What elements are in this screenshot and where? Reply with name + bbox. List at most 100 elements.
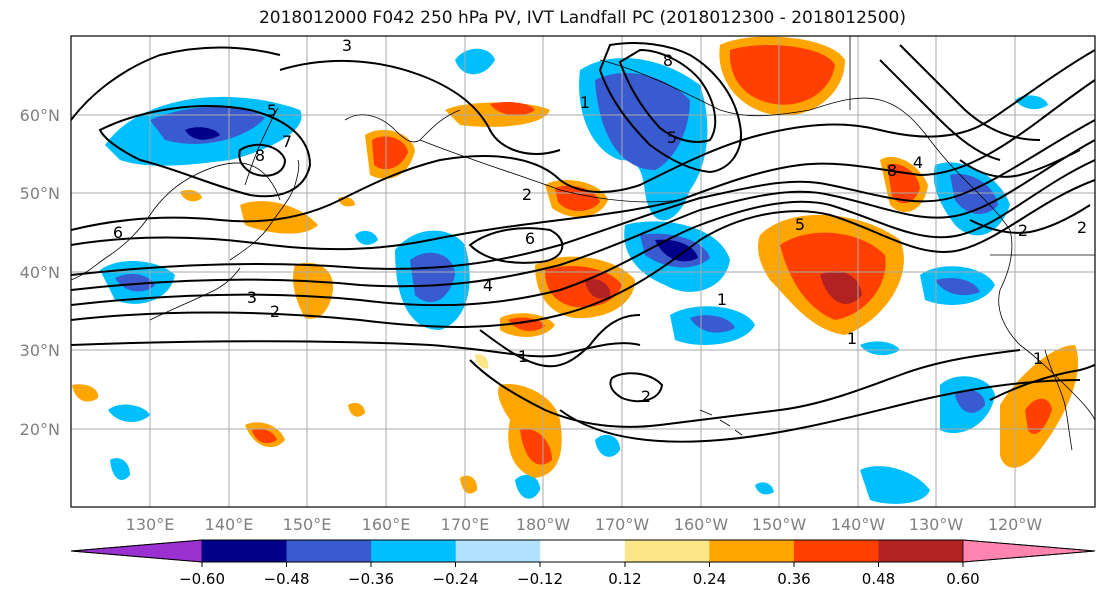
contour-label: 2 xyxy=(522,185,532,204)
pos-anomaly-region xyxy=(240,201,318,234)
coastlines xyxy=(71,36,1095,451)
neg-anomaly-region xyxy=(935,278,980,296)
lon-label: 150°W xyxy=(752,515,807,534)
contour-label: 3 xyxy=(247,288,257,307)
colorbar-extend-low xyxy=(70,539,203,563)
pos-anomaly-region xyxy=(490,102,535,116)
contour-line xyxy=(899,44,1041,141)
contour-label: 2 xyxy=(270,302,280,321)
neg-anomaly-region xyxy=(755,482,774,495)
contour-label: 7 xyxy=(282,132,292,151)
colorbar-tick-label: 0.48 xyxy=(862,570,895,588)
neg-anomaly-region xyxy=(595,434,620,457)
neg-anomaly-region xyxy=(515,474,540,499)
contour-label: 1 xyxy=(847,329,857,348)
colorbar-segment xyxy=(371,540,457,562)
lon-label: 130°E xyxy=(126,515,175,534)
contour-line xyxy=(969,204,1091,234)
neg-anomaly-region xyxy=(1015,95,1048,110)
contour-label: 4 xyxy=(483,276,493,295)
contour-label: 5 xyxy=(795,215,805,234)
colorbar-tick-label: −0.36 xyxy=(348,570,394,588)
colorbar-tick-label: −0.12 xyxy=(517,570,563,588)
neg-anomaly-region xyxy=(185,127,220,140)
contour-line xyxy=(71,79,1095,251)
colorbar-extend-high xyxy=(962,539,1096,563)
colorbar-segment xyxy=(878,540,964,562)
lat-label: 60°N xyxy=(20,106,60,125)
lon-label: 160°W xyxy=(674,515,729,534)
neg-anomaly-region xyxy=(860,341,900,356)
neg-anomaly-region xyxy=(150,106,265,144)
longitude-axis: 130°E 140°E 150°E 160°E 170°E 180°W 170°… xyxy=(126,515,1043,534)
lon-label: 170°W xyxy=(595,515,650,534)
contour-label: 5 xyxy=(267,101,277,120)
pos-anomaly-region xyxy=(475,354,489,369)
colorbar-segment xyxy=(455,540,541,562)
contour-line xyxy=(279,59,561,155)
neg-anomaly-region xyxy=(355,230,378,245)
lon-label: 180°W xyxy=(516,515,571,534)
lon-label: 170°E xyxy=(441,515,490,534)
lon-label: 120°W xyxy=(988,515,1043,534)
pos-anomaly-region xyxy=(820,271,862,304)
colorbar-segment xyxy=(540,540,626,562)
contour-label: 1 xyxy=(1033,349,1043,368)
pos-anomaly-region xyxy=(1025,398,1052,434)
contour-label: 3 xyxy=(342,36,352,55)
colorbar-tick-label: −0.48 xyxy=(264,570,310,588)
chart-title: 2018012000 F042 250 hPa PV, IVT Landfall… xyxy=(258,8,906,28)
contour-line xyxy=(959,149,1081,178)
coastline-alaska xyxy=(599,59,1011,231)
neg-anomaly-region xyxy=(110,458,130,480)
contour-label: 2 xyxy=(641,387,651,406)
pos-anomaly-region xyxy=(585,278,611,299)
pos-anomaly-region xyxy=(460,475,478,494)
contour-line xyxy=(609,372,664,403)
contour-line xyxy=(618,48,717,143)
colorbar-segment xyxy=(709,540,795,562)
lat-label: 40°N xyxy=(20,263,60,282)
contour-line xyxy=(468,227,564,264)
lon-label: 160°E xyxy=(362,515,411,534)
contour-label: 6 xyxy=(113,223,123,242)
colorbar-tick-label: −0.24 xyxy=(433,570,479,588)
neg-anomaly-region xyxy=(860,466,930,504)
contour-label: 6 xyxy=(525,229,535,248)
coastline-asia xyxy=(71,162,281,281)
lon-label: 150°E xyxy=(283,515,332,534)
lon-label: 140°W xyxy=(831,515,886,534)
lat-label: 20°N xyxy=(20,420,60,439)
neg-anomaly-region xyxy=(950,174,998,215)
contour-line xyxy=(879,59,1001,161)
contour-label: 2 xyxy=(1018,221,1028,240)
coastline-hawaii xyxy=(699,409,743,436)
coastline-baja xyxy=(1044,349,1073,451)
pos-anomaly-region xyxy=(729,45,835,105)
colorbar-segment xyxy=(202,540,288,562)
contour-line xyxy=(98,105,312,198)
contour-line xyxy=(559,379,1081,443)
pv-contours xyxy=(71,42,1095,443)
colorbar-tick-label: 0.60 xyxy=(946,570,979,588)
latitude-axis: 60°N 50°N 40°N 30°N 20°N xyxy=(20,106,60,439)
contour-label: 5 xyxy=(667,128,677,147)
contour-label: 1 xyxy=(717,290,727,309)
coastline-japan-south xyxy=(149,267,241,321)
neg-anomaly-region xyxy=(115,274,155,292)
contour-line xyxy=(71,159,1095,307)
map-frame xyxy=(70,35,1096,508)
contour-line xyxy=(479,314,641,368)
contour-label: 2 xyxy=(1077,218,1087,237)
contour-line xyxy=(71,46,281,121)
contour-label: 8 xyxy=(255,146,265,165)
contour-line xyxy=(989,364,1095,401)
colorbar-tick-label: 0.12 xyxy=(608,570,641,588)
contour-label: 4 xyxy=(913,153,923,172)
coastline-na-west xyxy=(998,229,1095,421)
lon-label: 130°W xyxy=(909,515,964,534)
lat-label: 30°N xyxy=(20,341,60,360)
colorbar-segment xyxy=(793,540,879,562)
